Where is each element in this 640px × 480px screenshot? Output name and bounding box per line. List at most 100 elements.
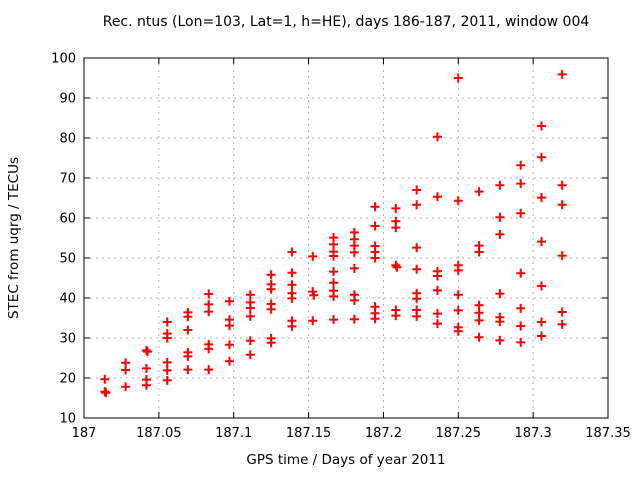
data-point-marker: [329, 291, 339, 301]
data-point-marker: [225, 356, 235, 366]
y-tick-label: 50: [59, 252, 76, 267]
data-point-marker: [495, 212, 505, 222]
data-point-marker: [537, 193, 547, 203]
y-tick-label: 40: [59, 292, 76, 307]
data-point-marker: [349, 263, 359, 273]
data-point-marker: [495, 229, 505, 239]
data-point-marker: [204, 307, 214, 317]
data-points: [100, 69, 567, 398]
data-point-marker: [391, 311, 401, 321]
data-point-marker: [225, 340, 235, 350]
data-point-marker: [516, 268, 526, 278]
data-point-marker: [495, 317, 505, 327]
data-point-marker: [245, 336, 255, 346]
y-tick-labels: 10 20 30 40 50 60 70 80 90 100: [51, 52, 76, 427]
data-point-marker: [121, 365, 131, 375]
data-point-marker: [537, 237, 547, 247]
data-point-marker: [516, 179, 526, 189]
data-point-marker: [204, 344, 214, 354]
data-point-marker: [537, 281, 547, 291]
data-point-marker: [162, 333, 172, 343]
data-point-marker: [100, 374, 110, 384]
data-point-marker: [537, 331, 547, 341]
data-point-marker: [432, 285, 442, 295]
data-point-marker: [183, 351, 193, 361]
data-point-marker: [474, 315, 484, 325]
data-point-marker: [308, 251, 318, 261]
y-tick-label: 80: [59, 132, 76, 147]
data-point-marker: [391, 223, 401, 233]
data-point-marker: [141, 380, 151, 390]
data-point-marker: [266, 304, 276, 314]
data-point-marker: [516, 160, 526, 170]
y-tick-label: 20: [59, 372, 76, 387]
data-point-marker: [432, 309, 442, 319]
data-point-marker: [309, 290, 319, 300]
data-point-marker: [392, 262, 402, 272]
data-point-marker: [474, 300, 484, 310]
data-point-marker: [162, 317, 172, 327]
x-tick-label: 187.1: [215, 426, 252, 441]
data-point-marker: [266, 270, 276, 280]
data-point-marker: [266, 284, 276, 294]
data-point-marker: [453, 326, 463, 336]
data-point-marker: [537, 121, 547, 131]
data-point-marker: [557, 319, 567, 329]
data-point-marker: [412, 200, 422, 210]
data-point-marker: [349, 247, 359, 257]
gridlines: [84, 58, 608, 418]
data-point-marker: [412, 264, 422, 274]
data-point-marker: [141, 345, 151, 355]
data-point-marker: [391, 203, 401, 213]
data-point-marker: [100, 387, 110, 397]
y-tick-label: 90: [59, 92, 76, 107]
data-point-marker: [432, 192, 442, 202]
data-point-marker: [432, 132, 442, 142]
plot-border: [83, 57, 609, 419]
data-point-marker: [453, 290, 463, 300]
data-point-marker: [474, 308, 484, 318]
data-point-marker: [162, 357, 172, 367]
data-point-marker: [557, 200, 567, 210]
data-point-marker: [245, 303, 255, 313]
data-point-marker: [245, 290, 255, 300]
data-point-marker: [329, 315, 339, 325]
axis-ticks: [83, 57, 609, 419]
data-point-marker: [183, 365, 193, 375]
data-point-marker: [474, 247, 484, 257]
x-tick-labels: 187 187.05 187.1 187.15 187.2 187.25 187.3 187.…: [72, 426, 631, 441]
y-tick-label: 30: [59, 332, 76, 347]
data-point-marker: [557, 69, 567, 79]
data-point-marker: [495, 289, 505, 299]
data-point-marker: [474, 332, 484, 342]
y-axis-label: STEC from uqrg / TECUs: [6, 157, 22, 319]
data-point-marker: [432, 319, 442, 329]
data-point-marker: [266, 338, 276, 348]
x-tick-label: 187.3: [515, 426, 552, 441]
data-point-marker: [453, 305, 463, 315]
data-point-marker: [287, 293, 297, 303]
data-point-marker: [412, 311, 422, 321]
data-point-marker: [183, 312, 193, 322]
data-point-marker: [162, 375, 172, 385]
data-point-marker: [432, 271, 442, 281]
data-point-marker: [412, 294, 422, 304]
data-point-marker: [329, 267, 339, 277]
data-point-marker: [101, 388, 111, 398]
data-point-marker: [412, 243, 422, 253]
data-point-marker: [370, 221, 380, 231]
data-point-marker: [557, 251, 567, 261]
data-point-marker: [516, 303, 526, 313]
data-point-marker: [453, 196, 463, 206]
data-point-marker: [495, 335, 505, 345]
data-point-marker: [162, 365, 172, 375]
data-point-marker: [287, 247, 297, 257]
data-point-marker: [308, 316, 318, 326]
data-point-marker: [245, 350, 255, 360]
data-point-marker: [329, 278, 339, 288]
data-point-marker: [412, 185, 422, 195]
data-point-marker: [287, 268, 297, 278]
data-point-marker: [453, 265, 463, 275]
data-point-marker: [516, 321, 526, 331]
